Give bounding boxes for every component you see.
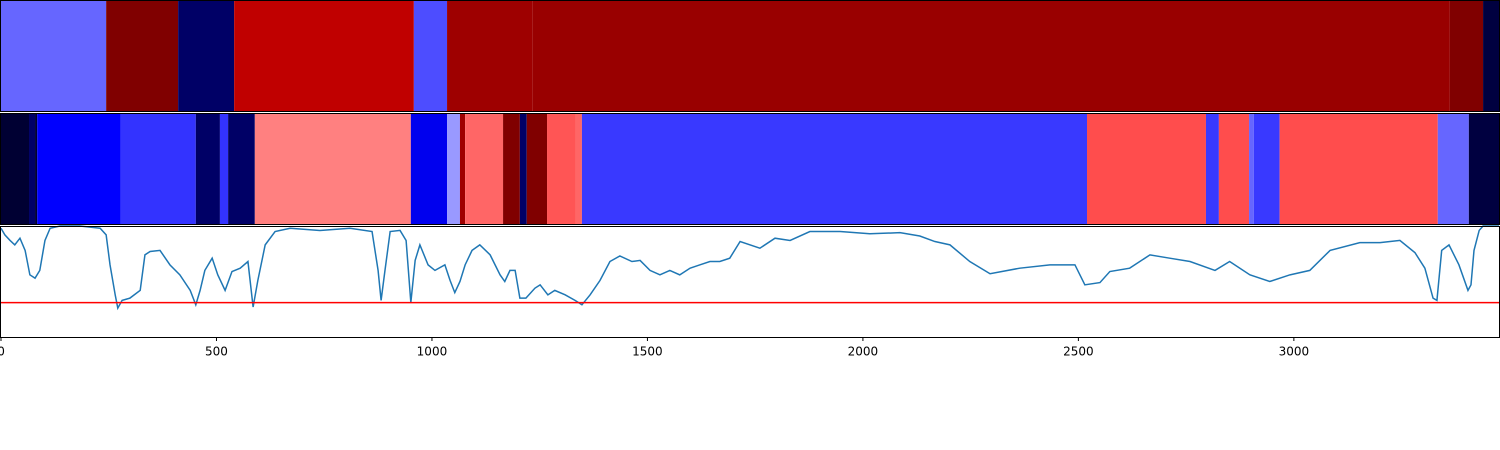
segment: [29, 113, 36, 224]
segment: [447, 0, 533, 111]
segment: [413, 0, 448, 111]
x-tick-label: 2500: [1063, 345, 1094, 359]
x-tick-label: 1000: [417, 345, 448, 359]
segment: [1279, 113, 1438, 224]
segment: [1087, 113, 1206, 224]
segment: [178, 0, 235, 111]
x-tick-label: 1500: [632, 345, 663, 359]
segment: [1483, 0, 1499, 111]
segment: [547, 113, 576, 224]
segment: [1218, 113, 1250, 224]
segment: [410, 113, 448, 224]
segment: [35, 113, 38, 224]
segment: [465, 113, 504, 224]
x-tick-label: 500: [205, 345, 228, 359]
segment: [234, 0, 414, 111]
segment: [254, 113, 411, 224]
segment: [532, 0, 1450, 111]
segment: [526, 113, 548, 224]
x-tick-label: 0: [0, 345, 5, 359]
segment: [1449, 0, 1484, 111]
segment: [1205, 113, 1219, 224]
segment: [1, 113, 30, 224]
segment: [1437, 113, 1469, 224]
segment: [106, 0, 179, 111]
segment: [37, 113, 121, 224]
segment: [1, 0, 107, 111]
segment: [575, 113, 582, 224]
segment: [503, 113, 520, 224]
segment: [195, 113, 220, 224]
segment: [1468, 113, 1499, 224]
segment: [219, 113, 229, 224]
x-tick-label: 2000: [848, 345, 879, 359]
segment: [228, 113, 255, 224]
panel-frame: [0, 226, 1500, 338]
data-line: [0, 225, 1499, 311]
segment: [120, 113, 196, 224]
segment: [581, 113, 1088, 224]
segment: [519, 113, 527, 224]
segment: [459, 113, 466, 224]
segment: [1249, 113, 1254, 224]
x-tick-label: 3000: [1279, 345, 1310, 359]
segment: [447, 113, 460, 224]
segment: [1253, 113, 1280, 224]
